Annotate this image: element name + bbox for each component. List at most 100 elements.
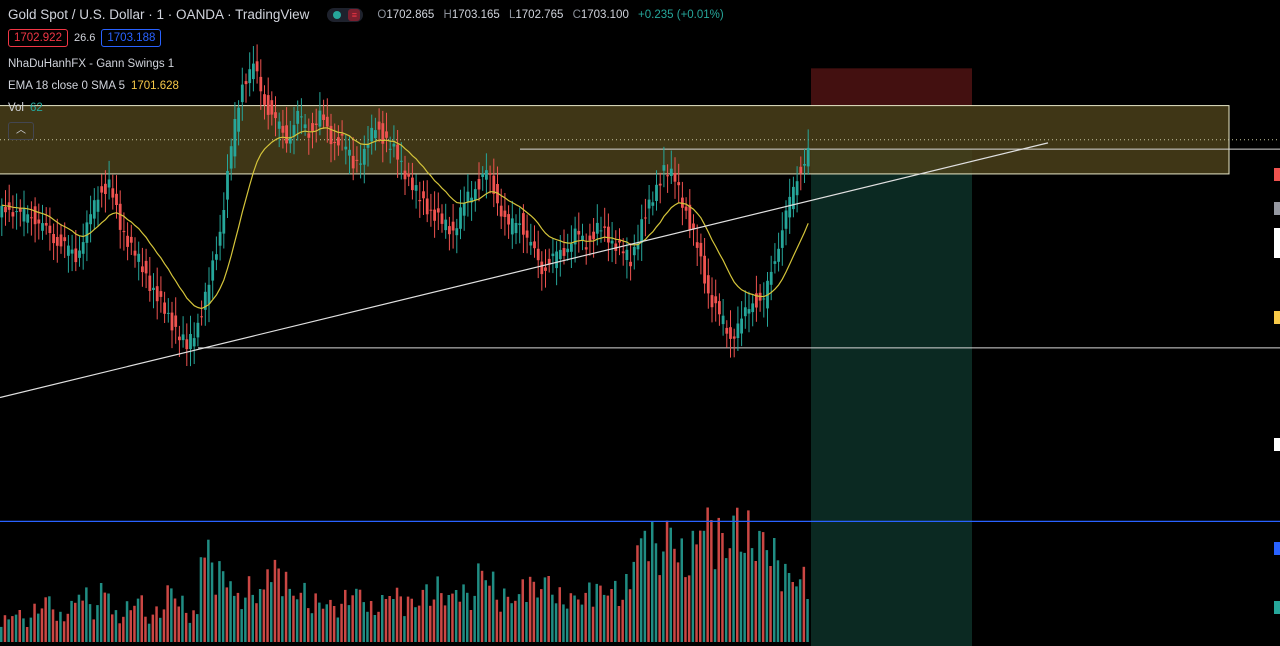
volume-bar: [277, 568, 280, 642]
volume-bar: [632, 561, 635, 642]
volume-bar: [528, 576, 532, 642]
candle-body: [725, 327, 729, 334]
candle-body: [222, 210, 226, 234]
volume-bar: [588, 582, 591, 642]
volume-bar: [40, 608, 44, 642]
volume-bar: [728, 548, 732, 642]
candle-body: [207, 284, 211, 304]
volume-bar: [429, 605, 432, 642]
volume-bar: [55, 620, 58, 642]
volume-bar: [584, 592, 587, 642]
candle-body: [403, 170, 407, 180]
ema-line: [1, 127, 809, 310]
gann-indicator-label[interactable]: NhaDuHanhFX - Gann Swings 1: [8, 58, 175, 70]
candle-body: [436, 208, 440, 213]
volume-bar: [329, 599, 332, 642]
volume-indicator-legend[interactable]: Vol 62: [8, 102, 43, 114]
candle-body: [718, 301, 721, 315]
ma-indicator-legend[interactable]: EMA 18 close 0 SMA 5 1701.628: [8, 80, 179, 92]
candle-body: [433, 209, 436, 221]
volume-bar: [562, 604, 565, 642]
candle-body: [448, 226, 451, 235]
candle-body: [429, 209, 433, 211]
volume-bar: [403, 616, 406, 642]
candle-body: [26, 214, 30, 223]
volume-bar: [662, 551, 665, 642]
volume-bar: [558, 587, 561, 642]
candle-body: [78, 250, 81, 258]
volume-bar: [207, 539, 210, 642]
volume-bar: [125, 601, 129, 642]
candle-body: [655, 184, 658, 201]
candle-body: [292, 125, 296, 137]
volume-bar: [599, 585, 602, 642]
sell-price-button[interactable]: 1702.922: [8, 29, 68, 47]
candle-body: [780, 230, 784, 248]
candle-body: [551, 253, 555, 257]
volume-bar: [639, 538, 643, 642]
volume-bar: [510, 603, 513, 642]
volume-bar: [447, 595, 450, 642]
volume-bar: [7, 619, 10, 642]
candle-body: [70, 249, 74, 254]
candle-body: [522, 213, 525, 235]
volume-bar: [373, 615, 377, 642]
volume-bar: [506, 596, 510, 642]
volume-bar: [151, 614, 155, 642]
candle-body: [636, 243, 640, 250]
volume-bar: [595, 583, 598, 642]
candle-body: [525, 230, 529, 238]
volume-bar: [406, 596, 410, 642]
candle-body: [300, 116, 303, 118]
candle-body: [795, 181, 799, 196]
candle-body: [259, 76, 263, 92]
candle-body: [0, 205, 4, 218]
buy-price-button[interactable]: 1703.188: [101, 29, 162, 47]
candle-body: [311, 123, 314, 132]
candle-body: [588, 235, 592, 241]
candle-body: [33, 206, 37, 225]
candle-body: [488, 173, 492, 175]
candle-body: [11, 212, 15, 217]
volume-bar: [136, 598, 140, 642]
symbol-title[interactable]: Gold Spot / U.S. Dollar · 1 · OANDA · Tr…: [8, 7, 310, 22]
stop-loss-zone: [811, 68, 972, 106]
candle-body: [148, 275, 152, 291]
volume-bar: [776, 560, 780, 642]
candle-body: [414, 185, 418, 191]
volume-bar: [421, 589, 425, 642]
candle-body: [263, 94, 266, 105]
candle-body: [240, 84, 244, 103]
candle-body: [174, 315, 178, 327]
candle-body: [385, 131, 388, 138]
candle-body: [669, 168, 673, 176]
market-status-pill[interactable]: ≡: [327, 7, 364, 22]
volume-bar: [625, 574, 628, 642]
candle-body: [170, 312, 174, 331]
collapse-legend-button[interactable]: ︿: [8, 122, 34, 140]
volume-bar: [669, 527, 672, 642]
volume-bar: [451, 593, 454, 642]
candle-body: [163, 302, 166, 314]
candle-body: [344, 146, 348, 150]
volume-bar: [477, 563, 480, 642]
volume-bar: [203, 557, 206, 642]
volume-bar: [680, 538, 683, 642]
candle-body: [629, 261, 632, 267]
volume-bar: [736, 507, 739, 642]
candle-body: [799, 166, 803, 174]
volume-bar: [684, 577, 687, 642]
volume-bar: [691, 530, 695, 642]
candle-body: [740, 318, 743, 334]
volume-bar: [554, 603, 558, 642]
volume-bar: [565, 608, 569, 642]
candle-body: [155, 286, 159, 302]
candle-body: [788, 196, 792, 218]
volume-bar: [687, 575, 691, 642]
volume-bar: [802, 566, 806, 642]
candle-body: [211, 260, 215, 281]
candle-body: [118, 203, 122, 230]
volume-bar: [480, 570, 484, 642]
volume-bar: [347, 605, 351, 642]
